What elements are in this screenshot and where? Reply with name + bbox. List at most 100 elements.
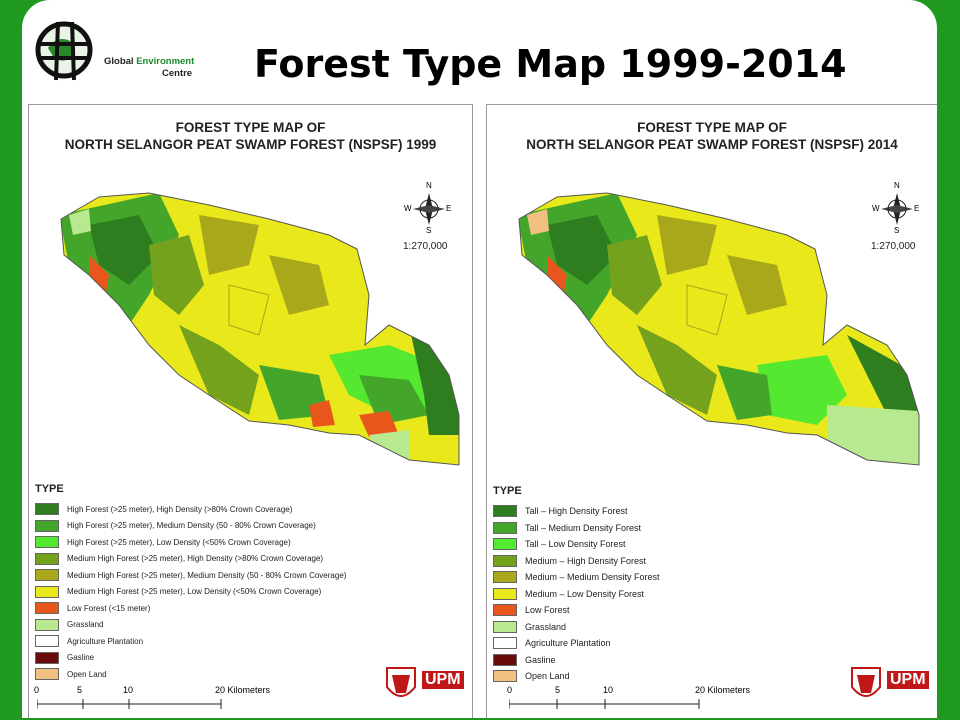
compass: N S E W xyxy=(872,181,919,242)
legend-item: Open Land xyxy=(35,666,346,683)
scale-tick-label: 10 xyxy=(603,685,614,695)
legend-item: Grassland xyxy=(493,619,660,636)
legend-item: Tall – High Density Forest xyxy=(493,503,660,520)
compass-s: S xyxy=(894,226,900,235)
scale-tick-label: 0 xyxy=(34,685,40,695)
legend-item: Medium – High Density Forest xyxy=(493,553,660,570)
legend-label: Agriculture Plantation xyxy=(525,638,611,649)
globe-logo-icon xyxy=(35,21,93,81)
legend-swatch xyxy=(35,519,59,532)
map-title: FOREST TYPE MAP OF NORTH SELANGOR PEAT S… xyxy=(487,119,937,153)
upm-crest-icon xyxy=(851,667,881,697)
legend-swatch xyxy=(35,536,59,549)
legend-swatch xyxy=(493,505,517,518)
scale-tick-label: 10 xyxy=(123,685,134,695)
compass-rose-icon xyxy=(413,193,445,225)
legend-label: Medium – Low Density Forest xyxy=(525,588,645,599)
upm-logo: UPM xyxy=(849,665,929,705)
legend: TYPE High Forest (>25 meter), High Densi… xyxy=(35,483,346,683)
scale-tick-label: 20 Kilometers xyxy=(695,685,751,695)
legend-label: High Forest (>25 meter), Medium Density … xyxy=(67,521,316,531)
legend-item: Medium – Low Density Forest xyxy=(493,586,660,603)
compass-w: W xyxy=(872,204,880,213)
legend-swatch xyxy=(493,571,517,584)
legend-label: Tall – Low Density Forest xyxy=(525,539,626,550)
legend-item: High Forest (>25 meter), Medium Density … xyxy=(35,518,346,535)
upm-crest-icon xyxy=(386,667,416,697)
legend-item: Open Land xyxy=(493,668,660,685)
legend-swatch xyxy=(493,538,517,551)
legend-heading: TYPE xyxy=(35,483,64,495)
compass: N S E W xyxy=(404,181,451,242)
scale-bar: 0 5 10 20 Kilometers xyxy=(34,685,270,711)
legend-swatch xyxy=(493,604,517,617)
logo-text: Global Environment Centre xyxy=(104,56,194,80)
legend-label: Tall – High Density Forest xyxy=(525,506,628,517)
legend-swatch xyxy=(35,651,59,664)
legend-item: Grassland xyxy=(35,617,346,634)
upm-wordmark: UPM xyxy=(422,671,464,689)
legend-label: Grassland xyxy=(67,620,104,630)
compass-n: N xyxy=(426,181,432,190)
legend-swatch xyxy=(493,554,517,567)
legend-label: Medium – Medium Density Forest xyxy=(525,572,660,583)
legend-label: High Forest (>25 meter), High Density (>… xyxy=(67,504,293,514)
map-title-line2: NORTH SELANGOR PEAT SWAMP FOREST (NSPSF)… xyxy=(526,137,898,152)
legend-swatch xyxy=(35,668,59,681)
compass-rose-icon xyxy=(881,193,913,225)
compass-w: W xyxy=(404,204,412,213)
logo-name-global: Global xyxy=(104,56,134,67)
legend: TYPE Tall – High Density Forest Tall – M… xyxy=(493,485,660,685)
legend-swatch xyxy=(35,602,59,615)
legend-item: Agriculture Plantation xyxy=(35,633,346,650)
legend-label: Low Forest xyxy=(525,605,570,616)
legend-swatch xyxy=(493,653,517,666)
legend-label: Medium High Forest (>25 meter), High Den… xyxy=(67,554,324,564)
logo-name-environment: Environment xyxy=(136,56,195,67)
legend-item: Low Forest xyxy=(493,602,660,619)
map-title-line2: NORTH SELANGOR PEAT SWAMP FOREST (NSPSF)… xyxy=(64,137,437,152)
upm-wordmark: UPM xyxy=(887,671,929,689)
legend-label: Open Land xyxy=(67,669,107,679)
legend-label: Gasline xyxy=(525,654,556,665)
legend-item: Agriculture Plantation xyxy=(493,635,660,652)
map-title-line1: FOREST TYPE MAP OF xyxy=(637,120,787,135)
legend-item: Tall – Medium Density Forest xyxy=(493,520,660,537)
legend-item: Gasline xyxy=(493,652,660,669)
slide: Global Environment Centre Forest Type Ma… xyxy=(22,0,937,718)
legend-item: High Forest (>25 meter), Low Density (<5… xyxy=(35,534,346,551)
legend-swatch xyxy=(493,620,517,633)
legend-item: Tall – Low Density Forest xyxy=(493,536,660,553)
legend-label: Medium High Forest (>25 meter), Low Dens… xyxy=(67,587,322,597)
scale-bar-graphic xyxy=(37,699,222,709)
scale-bar: 0 5 10 20 Kilometers xyxy=(495,685,755,711)
legend-label: Low Forest (<15 meter) xyxy=(67,603,151,613)
legend-swatch xyxy=(493,670,517,683)
legend-item: High Forest (>25 meter), High Density (>… xyxy=(35,501,346,518)
map-title-line1: FOREST TYPE MAP OF xyxy=(175,120,326,135)
scale-tick-label: 5 xyxy=(555,685,561,695)
legend-swatch xyxy=(35,552,59,565)
legend-item: Low Forest (<15 meter) xyxy=(35,600,346,617)
legend-swatch xyxy=(493,587,517,600)
forest-map-2014 xyxy=(518,192,920,466)
legend-swatch xyxy=(35,635,59,648)
legend-item: Medium High Forest (>25 meter), Medium D… xyxy=(35,567,346,584)
legend-swatch xyxy=(493,521,517,534)
compass-s: S xyxy=(426,226,432,235)
map-title: FOREST TYPE MAP OF NORTH SELANGOR PEAT S… xyxy=(29,119,472,153)
legend-label: Open Land xyxy=(525,671,570,682)
legend-label: High Forest (>25 meter), Low Density (<5… xyxy=(67,537,291,547)
legend-item: Medium High Forest (>25 meter), High Den… xyxy=(35,551,346,568)
compass-n: N xyxy=(894,181,900,190)
legend-item: Medium High Forest (>25 meter), Low Dens… xyxy=(35,584,346,601)
legend-swatch xyxy=(493,637,517,650)
legend-label: Gasline xyxy=(67,653,95,663)
scale-tick-label: 5 xyxy=(77,685,83,695)
legend-swatch xyxy=(35,503,59,516)
legend-label: Medium High Forest (>25 meter), Medium D… xyxy=(67,570,347,580)
legend-swatch xyxy=(35,585,59,598)
map-scale: 1:270,000 xyxy=(871,241,916,252)
map-panel-1999: FOREST TYPE MAP OF NORTH SELANGOR PEAT S… xyxy=(28,104,473,718)
legend-item: Medium – Medium Density Forest xyxy=(493,569,660,586)
